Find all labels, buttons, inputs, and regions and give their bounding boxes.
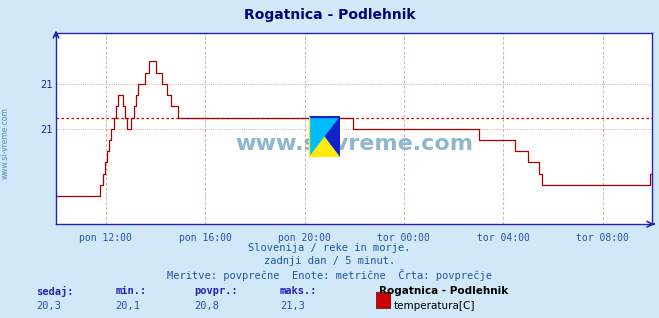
Text: zadnji dan / 5 minut.: zadnji dan / 5 minut.	[264, 256, 395, 266]
Text: sedaj:: sedaj:	[36, 286, 74, 297]
Polygon shape	[308, 116, 340, 157]
Text: povpr.:: povpr.:	[194, 286, 238, 296]
Polygon shape	[308, 116, 340, 157]
Polygon shape	[310, 118, 339, 155]
Text: www.si-vreme.com: www.si-vreme.com	[235, 134, 473, 154]
Text: Slovenija / reke in morje.: Slovenija / reke in morje.	[248, 243, 411, 253]
Text: tor 04:00: tor 04:00	[477, 233, 530, 243]
Text: pon 16:00: pon 16:00	[179, 233, 231, 243]
Text: pon 20:00: pon 20:00	[278, 233, 331, 243]
Text: 20,3: 20,3	[36, 301, 61, 310]
Text: Meritve: povprečne  Enote: metrične  Črta: povprečje: Meritve: povprečne Enote: metrične Črta:…	[167, 269, 492, 281]
Text: 20,8: 20,8	[194, 301, 219, 310]
Text: maks.:: maks.:	[280, 286, 318, 296]
Text: min.:: min.:	[115, 286, 146, 296]
Text: www.si-vreme.com: www.si-vreme.com	[1, 107, 10, 179]
Text: tor 00:00: tor 00:00	[377, 233, 430, 243]
Text: tor 08:00: tor 08:00	[577, 233, 629, 243]
Text: Rogatnica - Podlehnik: Rogatnica - Podlehnik	[244, 8, 415, 22]
Text: Rogatnica - Podlehnik: Rogatnica - Podlehnik	[379, 286, 508, 296]
Text: 20,1: 20,1	[115, 301, 140, 310]
Text: pon 12:00: pon 12:00	[79, 233, 132, 243]
Text: temperatura[C]: temperatura[C]	[394, 301, 476, 310]
Text: 21,3: 21,3	[280, 301, 305, 310]
